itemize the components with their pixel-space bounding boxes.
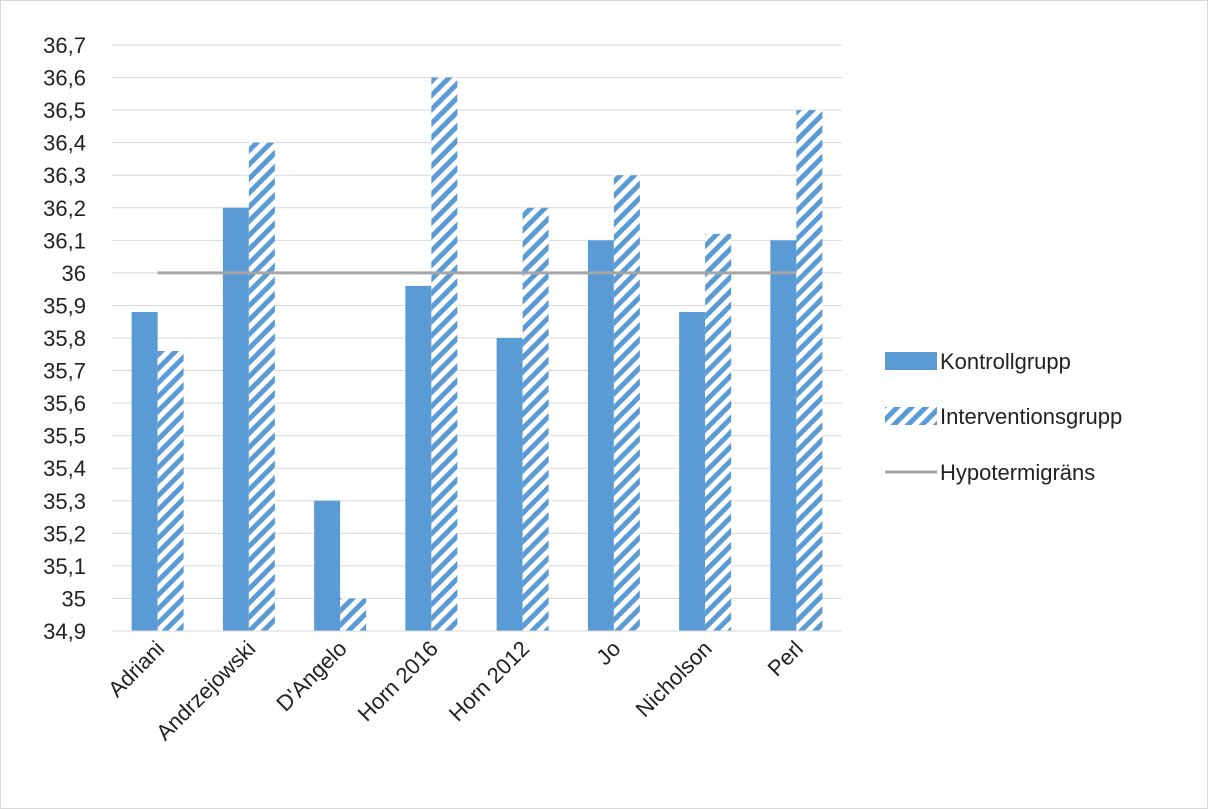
y-tick-label: 36 — [62, 261, 86, 286]
legend-label: Hypotermigräns — [940, 460, 1095, 485]
bar-kontrollgrupp — [770, 240, 797, 632]
y-tick-label: 35,7 — [43, 359, 86, 384]
y-tick-label: 35,6 — [43, 391, 86, 416]
bar-interventionsgrupp — [431, 77, 458, 632]
bar-kontrollgrupp — [496, 338, 523, 631]
y-tick-label: 36,2 — [43, 196, 86, 221]
bar-interventionsgrupp — [157, 351, 184, 631]
bar-interventionsgrupp — [248, 142, 275, 631]
bar-kontrollgrupp — [679, 311, 706, 631]
legend-label: Interventionsgrupp — [940, 404, 1122, 429]
y-tick-label: 35,8 — [43, 326, 86, 351]
legend-swatch-kontrollgrupp — [885, 352, 937, 370]
y-tick-label: 35,9 — [43, 293, 86, 318]
y-tick-label: 36,7 — [43, 33, 86, 58]
y-tick-label: 35,4 — [43, 456, 86, 481]
bar-interventionsgrupp — [796, 110, 823, 632]
bar-interventionsgrupp — [522, 207, 549, 631]
bars — [131, 77, 823, 632]
y-tick-label: 36,6 — [43, 66, 86, 91]
bar-interventionsgrupp — [340, 598, 367, 631]
legend-swatch-interventionsgrupp — [885, 407, 937, 425]
bar-interventionsgrupp — [613, 175, 640, 631]
bar-kontrollgrupp — [314, 500, 341, 631]
y-tick-label: 36,5 — [43, 98, 86, 123]
y-tick-label: 34,9 — [43, 619, 86, 644]
y-tick-label: 36,4 — [43, 131, 86, 156]
y-axis-tick-labels: 34,9 35 35,1 35,2 35,3 35,4 35,5 35,6 35,7 35,8 35… — [43, 33, 86, 644]
bar-kontrollgrupp — [587, 240, 614, 632]
y-tick-label: 35,2 — [43, 521, 86, 546]
y-tick-label: 35,1 — [43, 554, 86, 579]
bar-kontrollgrupp — [222, 207, 249, 631]
y-tick-label: 36,1 — [43, 228, 86, 253]
y-tick-label: 35,5 — [43, 424, 86, 449]
legend: Kontrollgrupp Interventionsgrupp Hypotermi… — [885, 349, 1122, 485]
bar-interventionsgrupp — [705, 233, 732, 632]
y-tick-label: 35,3 — [43, 489, 86, 514]
bar-kontrollgrupp — [405, 285, 432, 631]
y-tick-label: 35 — [62, 586, 86, 611]
legend-label: Kontrollgrupp — [940, 349, 1071, 374]
bar-kontrollgrupp — [131, 311, 158, 631]
y-tick-label: 36,3 — [43, 163, 86, 188]
